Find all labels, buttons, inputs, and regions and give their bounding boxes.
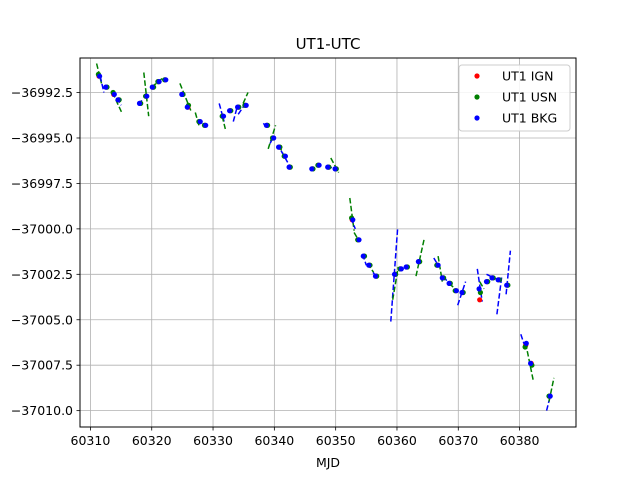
- fit-segment: [143, 72, 150, 117]
- chart-title: UT1-UTC: [296, 35, 361, 53]
- x-axis: 60310 60320 60330 60340 60350 60360 60370 60380: [71, 427, 540, 448]
- x-axis-label: MJD: [316, 455, 340, 470]
- fit-segment: [218, 103, 225, 122]
- data-point: [446, 280, 452, 286]
- data-point: [309, 166, 315, 172]
- data-point: [435, 262, 441, 268]
- data-point: [97, 73, 103, 79]
- legend-marker: [474, 115, 480, 121]
- fit-segment: [280, 150, 291, 168]
- legend-marker: [474, 94, 480, 100]
- y-tick-label: −37002.5: [11, 267, 73, 282]
- fit-segment: [476, 268, 483, 302]
- data-point: [243, 102, 249, 108]
- data-point: [483, 279, 490, 285]
- data-point: [489, 275, 495, 281]
- fit-segment: [479, 281, 485, 290]
- x-tick-label: 60350: [316, 433, 356, 448]
- y-tick-label: −37007.5: [11, 358, 73, 373]
- data-point: [366, 262, 372, 268]
- data-point: [286, 164, 292, 170]
- x-tick-label: 60370: [438, 433, 478, 448]
- fit-segment: [353, 232, 359, 241]
- fit-segment: [437, 255, 444, 282]
- data-point: [203, 122, 209, 128]
- y-tick-label: −36995.0: [11, 130, 73, 145]
- data-point: [282, 153, 288, 159]
- data-point: [403, 264, 409, 270]
- data-point: [156, 79, 162, 85]
- y-axis: −36992.5 −36995.0 −36997.5 −37000.0 −37002.5…: [11, 85, 80, 418]
- data-point: [276, 144, 282, 150]
- data-layer: [95, 63, 555, 411]
- fit-segment: [330, 157, 340, 173]
- x-tick-label: 60360: [377, 433, 417, 448]
- legend-marker: [474, 73, 480, 79]
- series-ut1-bkg: [97, 73, 553, 399]
- data-point: [439, 275, 445, 281]
- data-point: [495, 277, 501, 283]
- data-point: [372, 273, 379, 279]
- data-point: [316, 162, 322, 168]
- data-point: [103, 84, 109, 90]
- legend-label: UT1 BKG: [502, 111, 557, 126]
- legend-box: [458, 64, 571, 132]
- data-point: [111, 91, 117, 97]
- data-point: [459, 289, 465, 296]
- data-point: [528, 360, 534, 366]
- fit-segment: [505, 250, 512, 295]
- x-tick-label: 60340: [254, 433, 294, 448]
- data-point: [547, 393, 553, 399]
- fit-segment: [242, 92, 249, 104]
- data-point: [197, 119, 203, 125]
- legend-label: UT1 USN: [502, 90, 557, 105]
- fit-segment: [415, 239, 425, 277]
- fit-segment: [433, 257, 439, 266]
- data-point: [136, 100, 143, 106]
- y-tick-label: −37005.0: [11, 312, 73, 327]
- data-point: [356, 237, 362, 243]
- fit-segment: [99, 76, 105, 93]
- data-point: [179, 91, 185, 97]
- data-point: [523, 340, 529, 346]
- data-point: [144, 93, 150, 99]
- fit-segment: [496, 276, 503, 315]
- data-point: [350, 217, 356, 223]
- data-point: [398, 266, 404, 272]
- y-tick-label: −37010.0: [11, 403, 73, 418]
- data-point: [415, 259, 421, 265]
- data-point: [325, 164, 331, 170]
- y-tick-label: −36992.5: [11, 85, 73, 100]
- fit-segment: [232, 105, 239, 122]
- data-point: [453, 288, 459, 294]
- data-point: [227, 108, 233, 114]
- x-tick-label: 60320: [132, 433, 172, 448]
- data-point: [391, 271, 398, 277]
- data-point: [115, 97, 121, 103]
- data-point: [271, 135, 277, 141]
- y-tick-label: −37000.0: [11, 221, 73, 236]
- x-tick-label: 60330: [193, 433, 233, 448]
- fit-segment: [349, 197, 355, 231]
- plot-frame: [79, 57, 577, 428]
- legend-label: UT1 IGN: [502, 69, 553, 84]
- data-point: [332, 166, 338, 172]
- y-tick-label: −36997.5: [11, 176, 73, 191]
- data-point: [476, 286, 482, 292]
- data-point: [263, 122, 269, 128]
- data-point: [504, 282, 510, 288]
- data-point: [184, 104, 190, 110]
- data-point: [220, 113, 227, 119]
- legend: UT1 IGN UT1 USN UT1 BKG: [458, 64, 571, 132]
- x-tick-label: 60380: [500, 433, 540, 448]
- data-point: [235, 104, 241, 110]
- x-tick-label: 60310: [71, 433, 111, 448]
- data-point: [163, 77, 169, 83]
- data-point: [149, 84, 155, 90]
- data-point: [477, 297, 483, 303]
- data-point: [360, 253, 366, 259]
